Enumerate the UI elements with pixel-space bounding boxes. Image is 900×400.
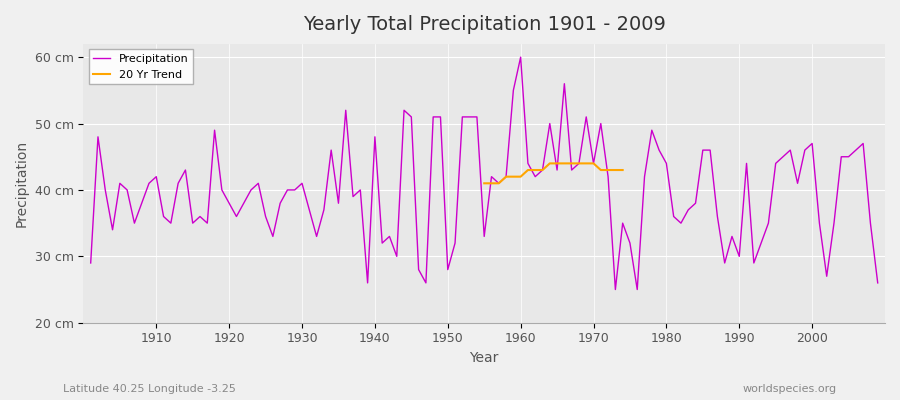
20 Yr Trend [573, 161, 584, 166]
20 Yr Trend [500, 174, 511, 179]
20 Yr Trend [493, 181, 504, 186]
20 Yr Trend [580, 161, 591, 166]
Precipitation [347, 194, 358, 199]
20 Yr Trend [530, 168, 541, 172]
20 Yr Trend [544, 161, 555, 166]
20 Yr Trend [523, 168, 534, 172]
Precipitation [144, 181, 155, 186]
Text: worldspecies.org: worldspecies.org [742, 384, 837, 394]
20 Yr Trend [610, 168, 621, 172]
Precipitation [523, 161, 534, 166]
Text: Latitude 40.25 Longitude -3.25: Latitude 40.25 Longitude -3.25 [63, 384, 236, 394]
20 Yr Trend [486, 181, 497, 186]
Precipitation [872, 280, 883, 285]
20 Yr Trend [559, 161, 570, 166]
Line: 20 Yr Trend: 20 Yr Trend [484, 163, 623, 183]
Title: Yearly Total Precipitation 1901 - 2009: Yearly Total Precipitation 1901 - 2009 [302, 15, 666, 34]
Legend: Precipitation, 20 Yr Trend: Precipitation, 20 Yr Trend [89, 50, 194, 84]
Line: Precipitation: Precipitation [91, 57, 878, 290]
20 Yr Trend [537, 168, 548, 172]
X-axis label: Year: Year [470, 351, 499, 365]
Precipitation [304, 208, 315, 212]
20 Yr Trend [552, 161, 562, 166]
Precipitation [508, 88, 518, 93]
20 Yr Trend [566, 161, 577, 166]
Precipitation [515, 55, 526, 60]
Precipitation [617, 221, 628, 226]
20 Yr Trend [596, 168, 607, 172]
20 Yr Trend [617, 168, 628, 172]
20 Yr Trend [603, 168, 614, 172]
Y-axis label: Precipitation: Precipitation [15, 140, 29, 227]
20 Yr Trend [508, 174, 518, 179]
20 Yr Trend [515, 174, 526, 179]
Precipitation [86, 260, 96, 265]
20 Yr Trend [479, 181, 490, 186]
20 Yr Trend [588, 161, 598, 166]
Precipitation [610, 287, 621, 292]
